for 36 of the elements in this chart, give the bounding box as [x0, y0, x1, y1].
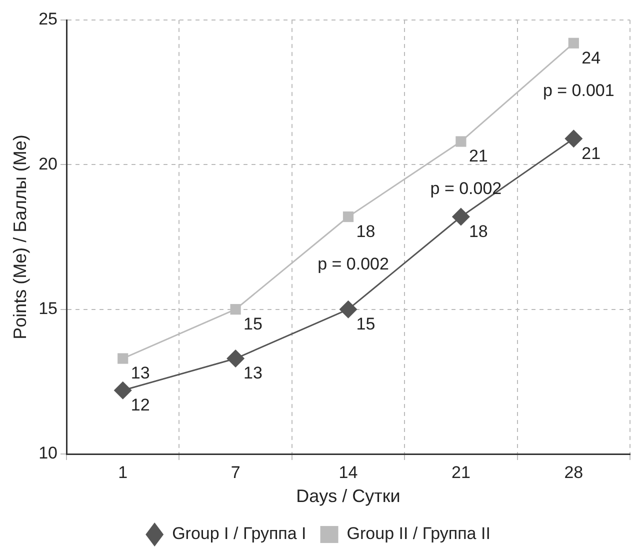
point — [456, 136, 466, 147]
x-tick-label: 7 — [230, 462, 240, 482]
point — [342, 211, 354, 222]
x-tick-label: 1 — [118, 462, 128, 482]
annotation: p = 0.002 — [430, 179, 502, 198]
legend-label: Group I / Группа I — [172, 524, 306, 544]
annotation: p = 0.002 — [318, 254, 389, 274]
data-label: 12 — [130, 396, 150, 415]
x-tick-label: 28 — [564, 462, 584, 482]
x-tick-label: 21 — [451, 462, 470, 482]
data-label: 24 — [582, 48, 601, 68]
point — [568, 38, 579, 48]
point — [339, 300, 358, 318]
point — [118, 353, 128, 364]
data-label: 18 — [356, 222, 376, 241]
y-tick-label: 10 — [38, 444, 58, 463]
x-tick-label: 14 — [338, 462, 358, 482]
data-label: 13 — [244, 364, 262, 383]
point — [230, 304, 241, 315]
data-label: 21 — [582, 144, 601, 163]
point — [452, 208, 470, 226]
data-label: 21 — [468, 146, 488, 166]
data-label: 13 — [130, 364, 150, 383]
y-tick-label: 15 — [38, 299, 58, 318]
point — [114, 381, 132, 400]
y-axis-title: Points (Me) / Баллы (Me) — [10, 134, 30, 340]
point — [564, 130, 583, 148]
y-tick-label: 25 — [38, 10, 58, 29]
x-axis-title: Days / Сутки — [296, 486, 400, 506]
legend-label: Group II / Группа II — [346, 524, 490, 544]
y-tick-label: 20 — [38, 154, 58, 174]
annotation: p = 0.001 — [542, 80, 614, 100]
data-label: 15 — [244, 314, 262, 334]
data-label: 18 — [468, 222, 488, 241]
point — [226, 350, 245, 368]
data-label: 15 — [356, 314, 376, 334]
